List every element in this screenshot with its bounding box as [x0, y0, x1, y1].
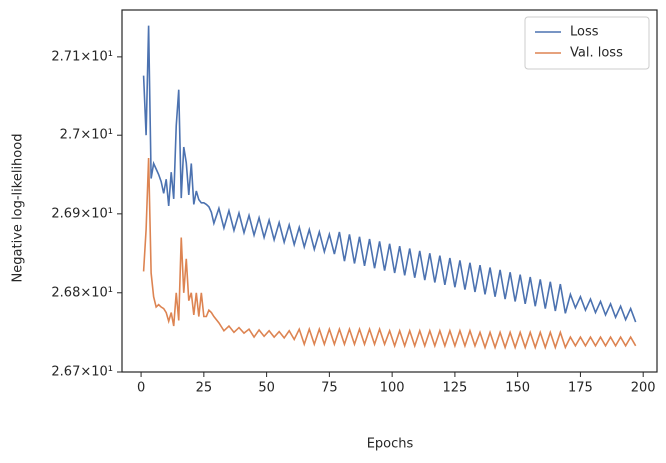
plot-frame [121, 9, 658, 373]
line-series [142, 157, 637, 350]
x-tick-label: 50 [258, 381, 275, 396]
y-tick-label: 2.69×10¹ [51, 206, 113, 221]
x-tick-label: 75 [321, 381, 338, 396]
x-axis-label: Epochs [367, 437, 414, 452]
y-axis-label: Negative log-likelihood [11, 134, 26, 283]
legend-label: Loss [570, 25, 599, 40]
x-tick-label: 100 [380, 381, 405, 396]
y-tick-label: 2.67×10¹ [51, 365, 113, 380]
legend-box [524, 16, 650, 70]
x-tick-label: 0 [137, 381, 145, 396]
x-tick-label: 150 [505, 381, 530, 396]
x-tick-label: 125 [442, 381, 467, 396]
x-tick-label: 25 [196, 381, 213, 396]
x-tick-label: 200 [631, 381, 656, 396]
y-tick-label: 2.68×10¹ [51, 285, 113, 300]
x-tick-label: 175 [568, 381, 593, 396]
legend-label: Val. loss [570, 46, 623, 61]
y-tick-label: 2.7×10¹ [60, 128, 113, 143]
y-tick-label: 2.71×10¹ [51, 49, 113, 64]
line-series [142, 25, 637, 323]
